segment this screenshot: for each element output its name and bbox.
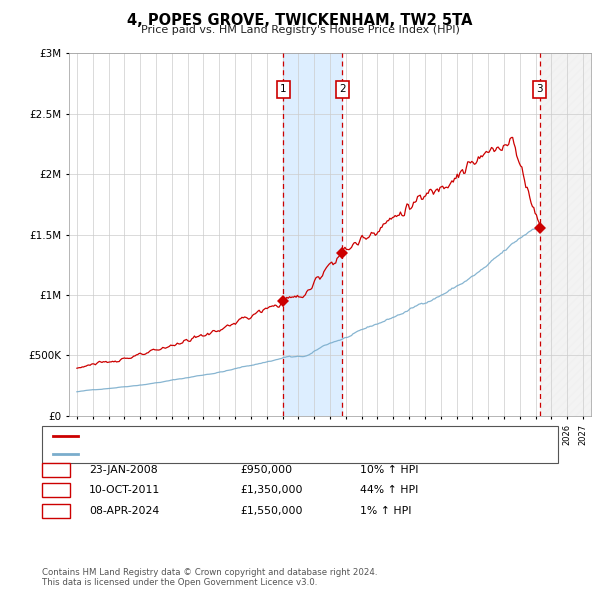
Bar xyxy=(540,53,600,416)
Text: Price paid vs. HM Land Registry's House Price Index (HPI): Price paid vs. HM Land Registry's House … xyxy=(140,25,460,35)
Text: 23-JAN-2008: 23-JAN-2008 xyxy=(89,465,157,474)
Text: 10% ↑ HPI: 10% ↑ HPI xyxy=(360,465,419,474)
Text: £1,350,000: £1,350,000 xyxy=(240,486,302,495)
Text: Contains HM Land Registry data © Crown copyright and database right 2024.
This d: Contains HM Land Registry data © Crown c… xyxy=(42,568,377,587)
Bar xyxy=(283,53,343,416)
Text: 1% ↑ HPI: 1% ↑ HPI xyxy=(360,506,412,516)
Text: 44% ↑ HPI: 44% ↑ HPI xyxy=(360,486,418,495)
Text: 1: 1 xyxy=(280,84,287,94)
Text: 3: 3 xyxy=(52,506,59,516)
Text: £950,000: £950,000 xyxy=(240,465,292,474)
Text: 4, POPES GROVE, TWICKENHAM, TW2 5TA (detached house): 4, POPES GROVE, TWICKENHAM, TW2 5TA (det… xyxy=(84,431,383,441)
Text: £1,550,000: £1,550,000 xyxy=(240,506,302,516)
Text: 2: 2 xyxy=(339,84,346,94)
Text: 1: 1 xyxy=(52,465,59,474)
Text: 2: 2 xyxy=(52,486,59,495)
Text: 10-OCT-2011: 10-OCT-2011 xyxy=(89,486,160,495)
Text: 3: 3 xyxy=(536,84,543,94)
Text: 4, POPES GROVE, TWICKENHAM, TW2 5TA: 4, POPES GROVE, TWICKENHAM, TW2 5TA xyxy=(127,13,473,28)
Text: HPI: Average price, detached house, Richmond upon Thames: HPI: Average price, detached house, Rich… xyxy=(84,449,389,459)
Text: 08-APR-2024: 08-APR-2024 xyxy=(89,506,159,516)
